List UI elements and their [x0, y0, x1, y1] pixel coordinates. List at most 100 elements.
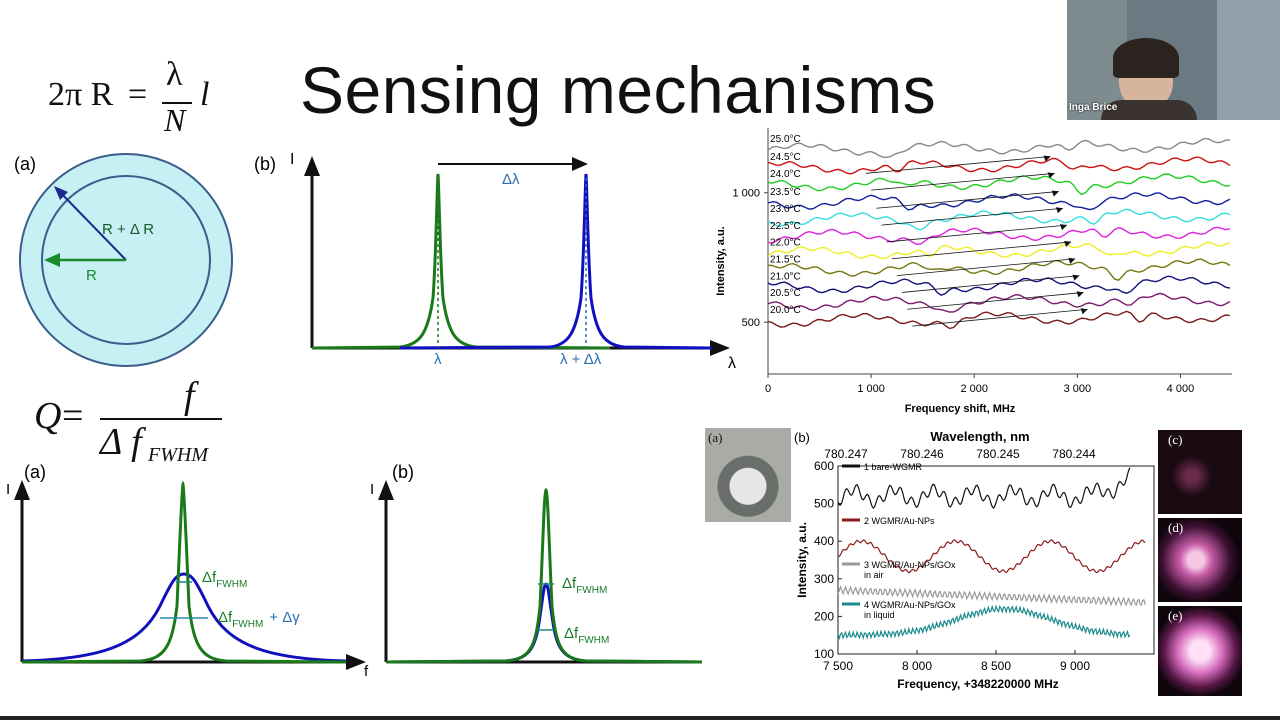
- broadening-a-panel-label: (a): [24, 462, 46, 482]
- participant-body: [1101, 100, 1197, 120]
- temp-shift-arrowhead: [1051, 190, 1059, 197]
- temperature-chart: 500 1 000 0 1 000 2 000 3 000 4 000 Frequency s…: [715, 128, 1232, 415]
- slide-title: Sensing mechanisms: [300, 53, 937, 127]
- photo-d-label: (d): [1168, 520, 1184, 535]
- spectrum-top-tick-label: 780.245: [976, 447, 1020, 461]
- temp-shift-arrowhead: [1072, 274, 1080, 281]
- temp-x-tick-label: 2 000: [960, 383, 988, 395]
- spectrum-legend-note: in liquid: [864, 610, 895, 620]
- spectrum-chart: (b) Wavelength, nm 780.247 780.246 780.245 78…: [794, 429, 1155, 691]
- shift-y-label: I: [290, 151, 294, 168]
- participant-video-tile[interactable]: [1067, 0, 1280, 120]
- shift-x-arrowhead: [710, 340, 730, 356]
- temp-series-label: 21.0°C: [770, 271, 801, 282]
- ring-formula-lhs: 2π R: [48, 76, 114, 113]
- spectrum-top-tick-label: 780.246: [900, 447, 944, 461]
- broadening-b-y-label: I: [370, 481, 374, 498]
- outer-radius-label: R + Δ R: [102, 221, 154, 238]
- temp-shift-arrow: [871, 172, 1055, 191]
- spectrum-legend-label: 1 bare-WGMR: [864, 462, 923, 472]
- temp-x-tick-label: 3 000: [1064, 383, 1092, 395]
- spectrum-panel-label: (b): [794, 430, 810, 445]
- ring-diagram: (a) R + Δ R R: [14, 153, 233, 367]
- temp-series-line: [767, 258, 1231, 281]
- temp-shift-arrowhead: [1055, 207, 1063, 214]
- ring-formula-eq: =: [128, 76, 148, 113]
- temp-shift-arrowhead: [1043, 155, 1051, 162]
- temp-shift-arrow: [865, 156, 1051, 174]
- broadening-a-label-2: ΔfFWHM + Δγ: [218, 609, 300, 630]
- spectrum-x-tick-label: 8 500: [981, 659, 1011, 673]
- temp-shift-arrow: [902, 275, 1080, 293]
- spectrum-x-axis-title: Frequency, +348220000 MHz: [897, 677, 1059, 691]
- broadening-b-green-peak: [385, 487, 703, 664]
- temp-series-label: 23.5°C: [770, 187, 801, 198]
- temp-series-line: [767, 275, 1231, 296]
- ring-formula-tail: l: [200, 76, 210, 113]
- temp-series-line: [767, 292, 1231, 313]
- spectrum-legend-label: 2 WGMR/Au-NPs: [864, 516, 935, 526]
- temp-series-label: 20.5°C: [770, 288, 801, 299]
- temp-series-label: 24.0°C: [770, 169, 801, 180]
- shift-panel-label: (b): [254, 154, 276, 174]
- ring-panel-label: (a): [14, 154, 36, 174]
- microscope-photo-d: (d): [1158, 518, 1242, 602]
- temp-shift-arrowhead: [1064, 240, 1072, 247]
- temp-shift-arrowhead: [1080, 308, 1088, 315]
- ring-formula-den: N: [164, 102, 186, 138]
- temp-series-label: 22.5°C: [770, 221, 801, 232]
- shift-peak-blue: [399, 173, 713, 350]
- shift-y-arrowhead: [304, 156, 320, 176]
- shift-peak-green: [311, 173, 611, 350]
- shift-peak1-label: λ: [434, 351, 442, 368]
- temp-shift-arrow: [891, 241, 1072, 260]
- spectrum-legend-label: 4 WGMR/Au-NPs/GOx: [864, 600, 956, 610]
- broadening-a-narrow-peak: [21, 480, 347, 664]
- spectrum-y-tick-label: 200: [814, 609, 834, 623]
- spectrum-x-tick-label: 7 500: [823, 659, 853, 673]
- microscope-photo-c: (c): [1158, 430, 1242, 514]
- inner-radius-arrowhead: [44, 253, 60, 267]
- q-formula-num: f: [184, 375, 195, 417]
- spectrum-top-tick-label: 780.247: [824, 447, 868, 461]
- spectrum-x-tick-label: 9 000: [1060, 659, 1090, 673]
- q-formula: Q = f Δ f FWHM: [34, 375, 234, 470]
- broadening-b-label-2: ΔfFWHM: [564, 625, 609, 646]
- broadening-b-diagram: (b) I ΔfFWHM ΔfFWHM: [370, 462, 703, 664]
- temp-shift-arrow: [876, 191, 1059, 209]
- q-formula-bar: [100, 418, 222, 420]
- temp-series-line: [767, 241, 1231, 260]
- temp-y-tick-label: 1 000: [732, 188, 760, 200]
- photo-c-label: (c): [1168, 432, 1183, 447]
- temp-series-line: [767, 137, 1230, 158]
- temp-series-label: 24.5°C: [770, 152, 801, 163]
- outer-radius-arrow: [55, 187, 127, 261]
- temp-x-tick-label: 4 000: [1167, 383, 1195, 395]
- spectrum-top-axis-title: Wavelength, nm: [930, 429, 1029, 444]
- spectrum-y-tick-label: 600: [814, 459, 834, 473]
- spectrum-legend-label: 3 WGMR/Au-NPs/GOx: [864, 560, 956, 570]
- spectrum-series-line: [837, 467, 1131, 510]
- temp-series-label: 22.0°C: [770, 238, 801, 249]
- temp-series-line: [767, 192, 1231, 211]
- resonator-photo: (a): [705, 428, 791, 522]
- video-background-window: [1217, 0, 1280, 120]
- ring-formula: 2π R = λ N l: [48, 56, 248, 142]
- spectrum-series-line: [837, 539, 1146, 574]
- temp-shift-arrowhead: [1068, 257, 1076, 264]
- spectrum-series-line: [837, 585, 1146, 607]
- temp-series-line: [767, 310, 1231, 330]
- broadening-a-label-1: ΔfFWHM: [202, 569, 247, 590]
- broadening-b-blue-peak: [385, 582, 703, 664]
- q-formula-lhs: Q: [34, 395, 62, 437]
- q-formula-sub: FWHM: [148, 444, 208, 466]
- photo-e-label: (e): [1168, 608, 1183, 623]
- ring-formula-bar: [162, 102, 192, 104]
- temp-shift-arrow: [886, 224, 1068, 243]
- broadening-a-y-arrowhead: [14, 480, 30, 500]
- temp-shift-arrowhead: [1076, 291, 1084, 298]
- spectrum-series-line: [837, 604, 1131, 641]
- spectrum-y-tick-label: 300: [814, 572, 834, 586]
- broadening-b-label-1: ΔfFWHM: [562, 575, 607, 596]
- spectrum-x-tick-label: 8 000: [902, 659, 932, 673]
